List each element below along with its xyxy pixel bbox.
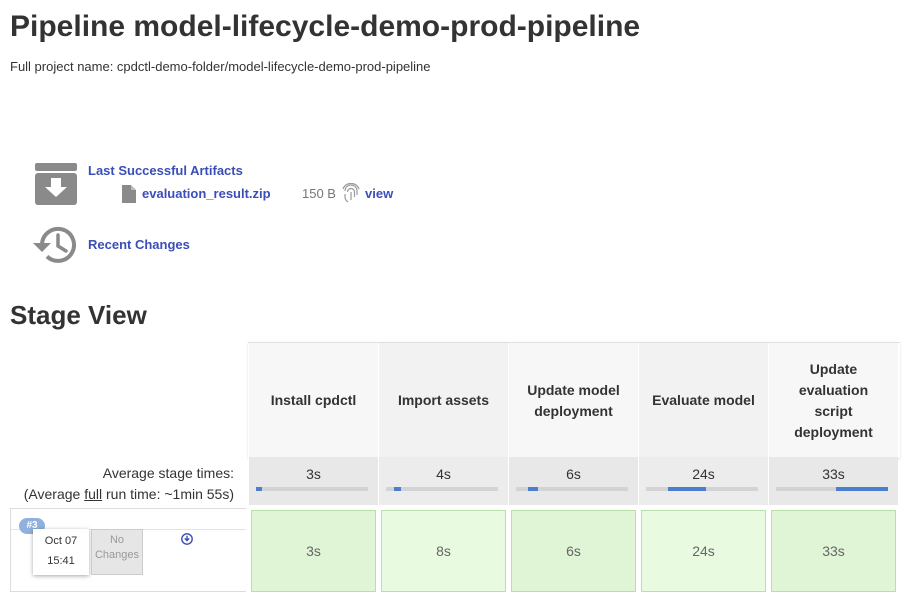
artifact-file-link[interactable]: evaluation_result.zip [142, 186, 271, 201]
avg-cell: 3s [248, 457, 378, 505]
build-date-box[interactable]: Oct 07 15:41 [33, 529, 89, 575]
avg-progress-fill [668, 487, 707, 491]
build-run-row: 3s 8s 6s 24s 33s [248, 508, 900, 592]
avg-cell: 6s [508, 457, 638, 505]
stage-result-cell[interactable]: 6s [508, 508, 638, 592]
average-stage-times-label: Average stage times: (Average full run t… [10, 463, 234, 505]
avg-progress-bar [646, 487, 758, 491]
avg-time: 33s [822, 466, 845, 482]
no-changes-box: No Changes [91, 529, 143, 575]
file-icon [122, 185, 136, 203]
stage-result-cell[interactable]: 24s [638, 508, 768, 592]
avg-time: 6s [566, 466, 581, 482]
stage-header-update-model-deployment: Update model deployment [508, 343, 638, 458]
average-stage-times-text: Average stage times: [102, 465, 234, 481]
stage-result-duration: 24s [641, 510, 766, 592]
build-time: 15:41 [47, 555, 75, 567]
avg-progress-fill [256, 487, 262, 491]
avg-progress-bar [386, 487, 498, 491]
recent-changes-link[interactable]: Recent Changes [88, 237, 190, 252]
build-info-panel: #3 Oct 07 15:41 No Changes [10, 508, 246, 592]
average-times-row: 3s 4s 6s 24s 33s [248, 457, 900, 505]
download-icon[interactable] [181, 533, 193, 545]
stage-result-duration: 33s [771, 510, 896, 592]
avg-progress-fill [393, 487, 401, 491]
average-full-prefix: (Average [23, 486, 85, 502]
stage-header-row: Install cpdctl Import assets Update mode… [248, 342, 900, 458]
build-date: Oct 07 [44, 535, 78, 547]
last-successful-artifacts-link[interactable]: Last Successful Artifacts [88, 163, 243, 178]
history-icon [33, 226, 76, 263]
stage-result-cell[interactable]: 33s [768, 508, 898, 592]
full-project-name: Full project name: cpdctl-demo-folder/mo… [10, 59, 431, 74]
average-full-suffix: run time: ~1min 55s) [102, 486, 234, 502]
avg-cell: 4s [378, 457, 508, 505]
avg-cell: 33s [768, 457, 898, 505]
avg-time: 3s [306, 466, 321, 482]
avg-time: 24s [692, 466, 715, 482]
stage-header-evaluate-model: Evaluate model [638, 343, 768, 458]
artifact-file-size: 150 B [302, 186, 336, 201]
avg-progress-bar [776, 487, 888, 491]
stage-view-title: Stage View [10, 300, 147, 330]
stage-header-update-evaluation-script: Update evaluation script deployment [768, 343, 898, 458]
average-full-run-link[interactable]: full [84, 486, 103, 502]
stage-header-install-cpdctl: Install cpdctl [248, 343, 378, 458]
artifact-view-link[interactable]: view [365, 186, 394, 201]
fingerprint-icon[interactable] [342, 183, 360, 203]
avg-progress-bar [256, 487, 368, 491]
avg-time: 4s [436, 466, 451, 482]
stage-result-cell[interactable]: 3s [248, 508, 378, 592]
stage-header-import-assets: Import assets [378, 343, 508, 458]
avg-progress-fill [528, 487, 539, 491]
avg-cell: 24s [638, 457, 768, 505]
avg-progress-bar [516, 487, 628, 491]
page-title: Pipeline model-lifecycle-demo-prod-pipel… [10, 10, 641, 43]
archive-download-icon [35, 163, 77, 205]
avg-progress-fill [836, 487, 888, 491]
stage-result-duration: 3s [251, 510, 376, 592]
stage-result-cell[interactable]: 8s [378, 508, 508, 592]
stage-result-duration: 6s [511, 510, 636, 592]
stage-result-duration: 8s [381, 510, 506, 592]
